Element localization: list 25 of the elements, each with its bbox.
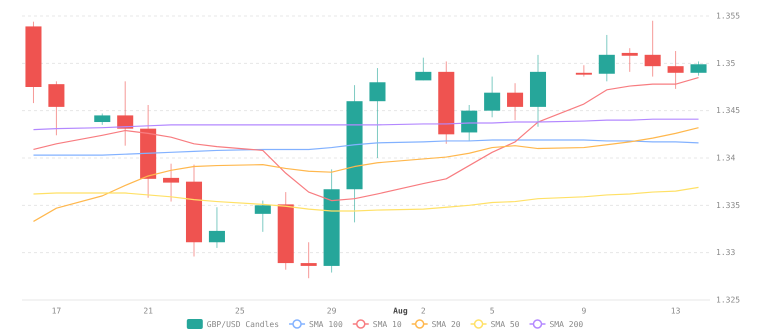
legend-label: SMA 200 xyxy=(549,320,584,329)
line-series xyxy=(32,139,700,156)
x-tick-label: Aug xyxy=(393,306,408,316)
x-tick-label: 25 xyxy=(235,306,245,316)
y-tick-label: 1.355 xyxy=(716,12,740,21)
x-tick-label: 2 xyxy=(420,306,426,316)
line-series xyxy=(32,76,700,202)
x-tick-label: 5 xyxy=(490,306,495,316)
x-tick-label: 9 xyxy=(581,306,586,316)
legend-label: SMA 10 xyxy=(372,320,402,329)
legend-label: GBP/USD Candles xyxy=(206,320,280,329)
y-tick-label: 1.325 xyxy=(716,296,740,305)
y-tick-label: 1.335 xyxy=(716,200,740,210)
y-tick-label: 1.35 xyxy=(716,58,736,68)
x-tick-label: 13 xyxy=(670,306,681,316)
x-tick-label: 17 xyxy=(52,306,62,316)
line-series xyxy=(32,127,700,222)
legend-label: SMA 50 xyxy=(490,320,520,329)
y-tick-label: 1.345 xyxy=(716,106,740,116)
y-tick-label: 1.34 xyxy=(716,154,736,163)
x-tick-label: 21 xyxy=(143,306,154,316)
y-tick-label: 1.33 xyxy=(716,248,736,258)
x-tick-label: 29 xyxy=(326,306,337,316)
legend-label: SMA 100 xyxy=(309,320,343,329)
legend-label: SMA 20 xyxy=(432,320,461,329)
